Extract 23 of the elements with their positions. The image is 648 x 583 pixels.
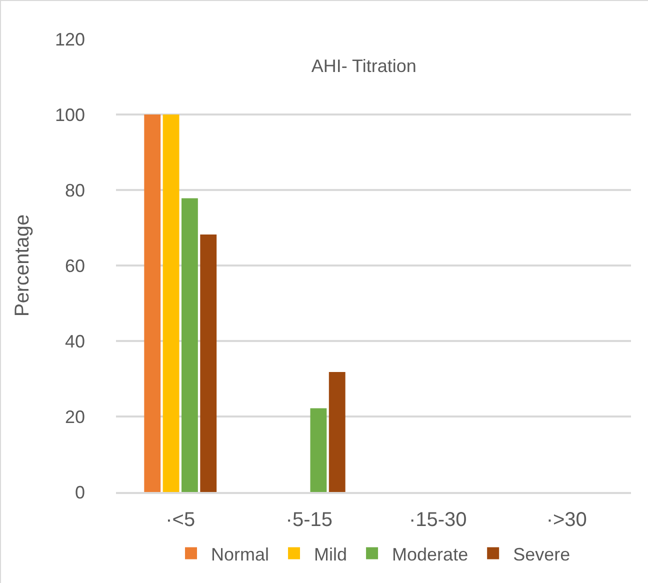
legend-label: Normal <box>211 544 270 564</box>
bar <box>328 372 346 492</box>
y-axis-title: Percentage <box>11 214 34 317</box>
text: AHI- Titration <box>311 56 416 76</box>
legend-label: Severe <box>513 544 570 564</box>
x-tick-label: ·>30 <box>546 508 587 531</box>
y-tick-label: 60 <box>64 256 85 276</box>
y-tick-label: 120 <box>54 29 85 50</box>
x-tick-label: ·5-15 <box>286 508 332 531</box>
legend-label: Moderate <box>392 544 468 564</box>
bar <box>200 234 217 492</box>
y-tick-label: 80 <box>64 180 85 200</box>
y-tick-label: 100 <box>54 104 85 125</box>
bar <box>144 114 161 492</box>
y-tick-label: 40 <box>64 331 85 352</box>
y-tick-label: 20 <box>64 406 85 427</box>
bar <box>182 198 198 492</box>
bar <box>310 408 327 492</box>
y-tick-label: 0 <box>74 482 85 502</box>
x-tick-label: ·15-30 <box>408 508 467 531</box>
legend-label: Mild <box>314 544 348 564</box>
bar <box>162 114 180 492</box>
x-tick-label: ·<5 <box>166 508 196 531</box>
